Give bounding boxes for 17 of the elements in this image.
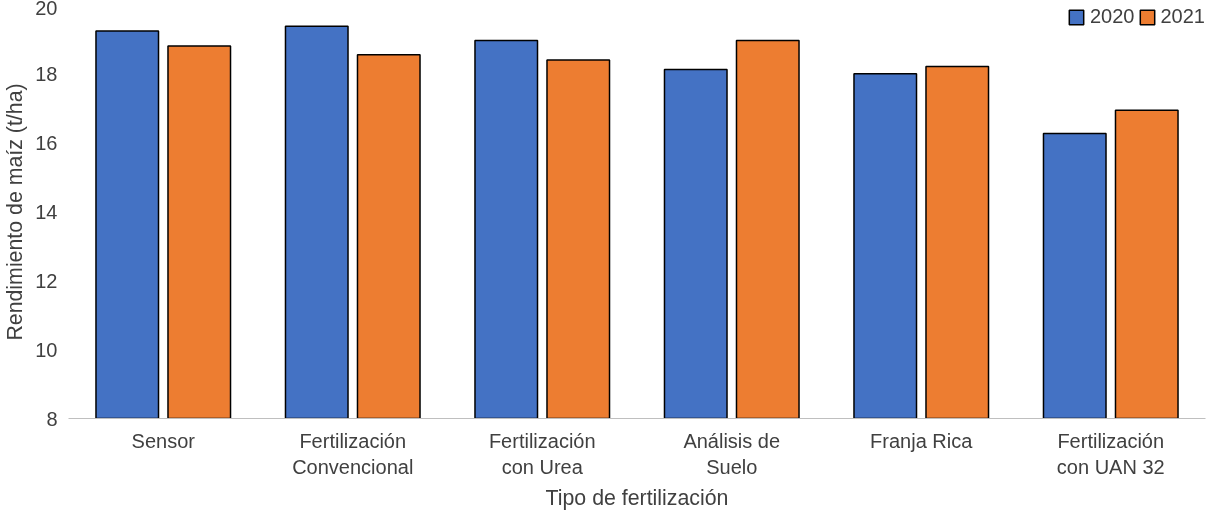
y-tick-label: 8 (46, 407, 58, 430)
x-tick-label: Análisis de Suelo (683, 429, 781, 478)
y-tick-label: 20 (35, 0, 58, 19)
y-tick-label: 10 (35, 338, 58, 361)
y-tick-label: 16 (35, 132, 58, 155)
x-tick-label: Fertilización con Urea (488, 429, 596, 478)
y-tick-label: 18 (35, 63, 58, 86)
legend-label: 2021 (1160, 5, 1205, 28)
y-axis-title: Rendimiento de maíz (t/ha) (3, 83, 28, 341)
x-tick-label: Sensor (131, 429, 196, 452)
x-tick-label: Franja Rica (870, 429, 974, 452)
y-tick-label: 12 (35, 269, 58, 292)
legend-label: 2020 (1090, 5, 1135, 28)
x-tick-label: Fertilización con UAN 32 (1056, 429, 1165, 478)
x-tick-label: Fertilización Convencional (292, 429, 414, 478)
x-axis-title: Tipo de fertilización (545, 485, 729, 510)
y-tick-label: 14 (35, 201, 58, 223)
